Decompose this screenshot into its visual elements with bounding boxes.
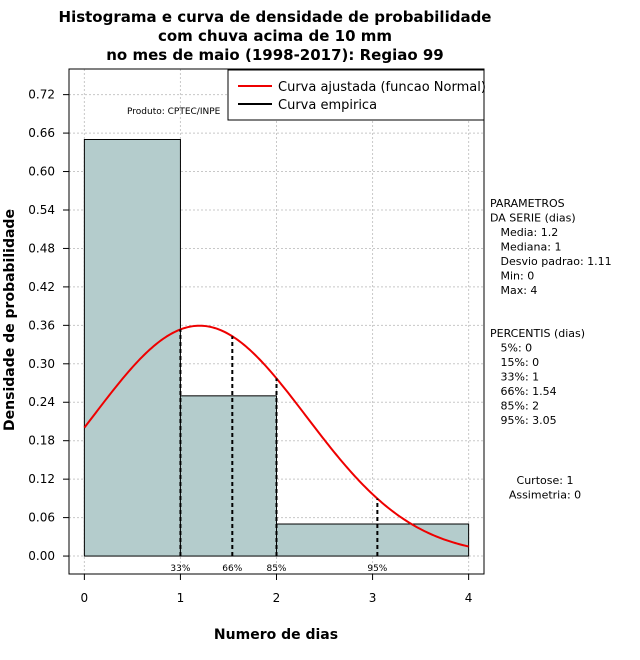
percentis-line: 5%: 0 [490, 342, 532, 355]
title-line-2: com chuva acima de 10 mm [158, 27, 392, 45]
title-line-1: Histograma e curva de densidade de proba… [59, 8, 492, 26]
params-line: DA SERIE (dias) [490, 212, 576, 225]
percentis-line: 66%: 1.54 [490, 385, 557, 398]
y-tick-label: 0.06 [28, 511, 55, 525]
percentile-marker-label: 33% [170, 564, 190, 574]
stats-line: Curtose: 1 [517, 474, 574, 487]
params-line: Desvio padrao: 1.11 [490, 255, 612, 268]
histogram-bar [83, 138, 181, 557]
x-axis: 0 1 2 3 4 [81, 573, 473, 605]
chart-title: Histograma e curva de densidade de proba… [59, 8, 492, 64]
y-tick-label: 0.42 [28, 280, 55, 294]
x-tick-label: 2 [273, 591, 281, 605]
y-tick-label: 0.54 [28, 203, 55, 217]
histogram-bar [179, 395, 277, 557]
percentis-line: 95%: 3.05 [490, 414, 557, 427]
product-label: Produto: CPTEC/INPE [127, 107, 221, 117]
y-tick-label: 0.48 [28, 241, 55, 255]
params-line: Media: 1.2 [490, 226, 558, 239]
legend-empirical-label: Curva empirica [278, 98, 377, 113]
histogram-bars [83, 138, 470, 557]
legend-normal-label: Curva ajustada (funcao Normal) [278, 80, 486, 95]
histogram-bar [276, 523, 470, 557]
y-tick-label: 0.60 [28, 165, 55, 179]
legend: Curva ajustada (funcao Normal) Curva emp… [227, 69, 486, 121]
params-line: PARAMETROS [490, 197, 565, 210]
y-axis-label: Densidade de probabilidade [2, 209, 18, 431]
x-axis-label: Numero de dias [214, 627, 338, 643]
percentis-line: PERCENTIS (dias) [490, 327, 585, 340]
y-tick-label: 0.18 [28, 434, 55, 448]
percentis-line: 15%: 0 [490, 356, 539, 369]
percentis-line: 85%: 2 [490, 400, 539, 413]
y-tick-label: 0.12 [28, 472, 55, 486]
y-tick-label: 0.66 [28, 126, 55, 140]
y-tick-label: 0.00 [28, 549, 55, 563]
y-axis: 0.00 0.06 0.12 0.18 0.24 0.30 0.36 0.42 0.48 0.54… [28, 88, 70, 563]
x-tick-label: 4 [465, 591, 473, 605]
x-tick-label: 0 [81, 591, 89, 605]
percentis-block: PERCENTIS (dias) 5%: 0 15%: 0 33%: 1 66%… [490, 327, 585, 427]
percentis-line: 33%: 1 [490, 371, 539, 384]
legend-box [227, 69, 485, 121]
percentile-markers: 33% 66% 85% 95% [170, 329, 388, 574]
y-tick-label: 0.24 [28, 395, 55, 409]
x-tick-label: 1 [177, 591, 185, 605]
y-tick-label: 0.30 [28, 357, 55, 371]
percentile-marker-label: 66% [222, 564, 242, 574]
x-tick-label: 3 [369, 591, 377, 605]
percentile-marker-label: 85% [266, 564, 286, 574]
y-tick-label: 0.72 [28, 88, 55, 102]
stats-line: Assimetria: 0 [509, 489, 581, 502]
stats-block: Curtose: 1 Assimetria: 0 [509, 474, 581, 502]
title-line-3: no mes de maio (1998-2017): Regiao 99 [106, 46, 444, 64]
y-tick-label: 0.36 [28, 318, 55, 332]
params-line: Max: 4 [490, 284, 537, 297]
params-block: PARAMETROS DA SERIE (dias) Media: 1.2 Med… [490, 197, 612, 297]
percentile-marker-label: 95% [367, 564, 387, 574]
params-line: Min: 0 [490, 270, 534, 283]
params-line: Mediana: 1 [490, 241, 561, 254]
